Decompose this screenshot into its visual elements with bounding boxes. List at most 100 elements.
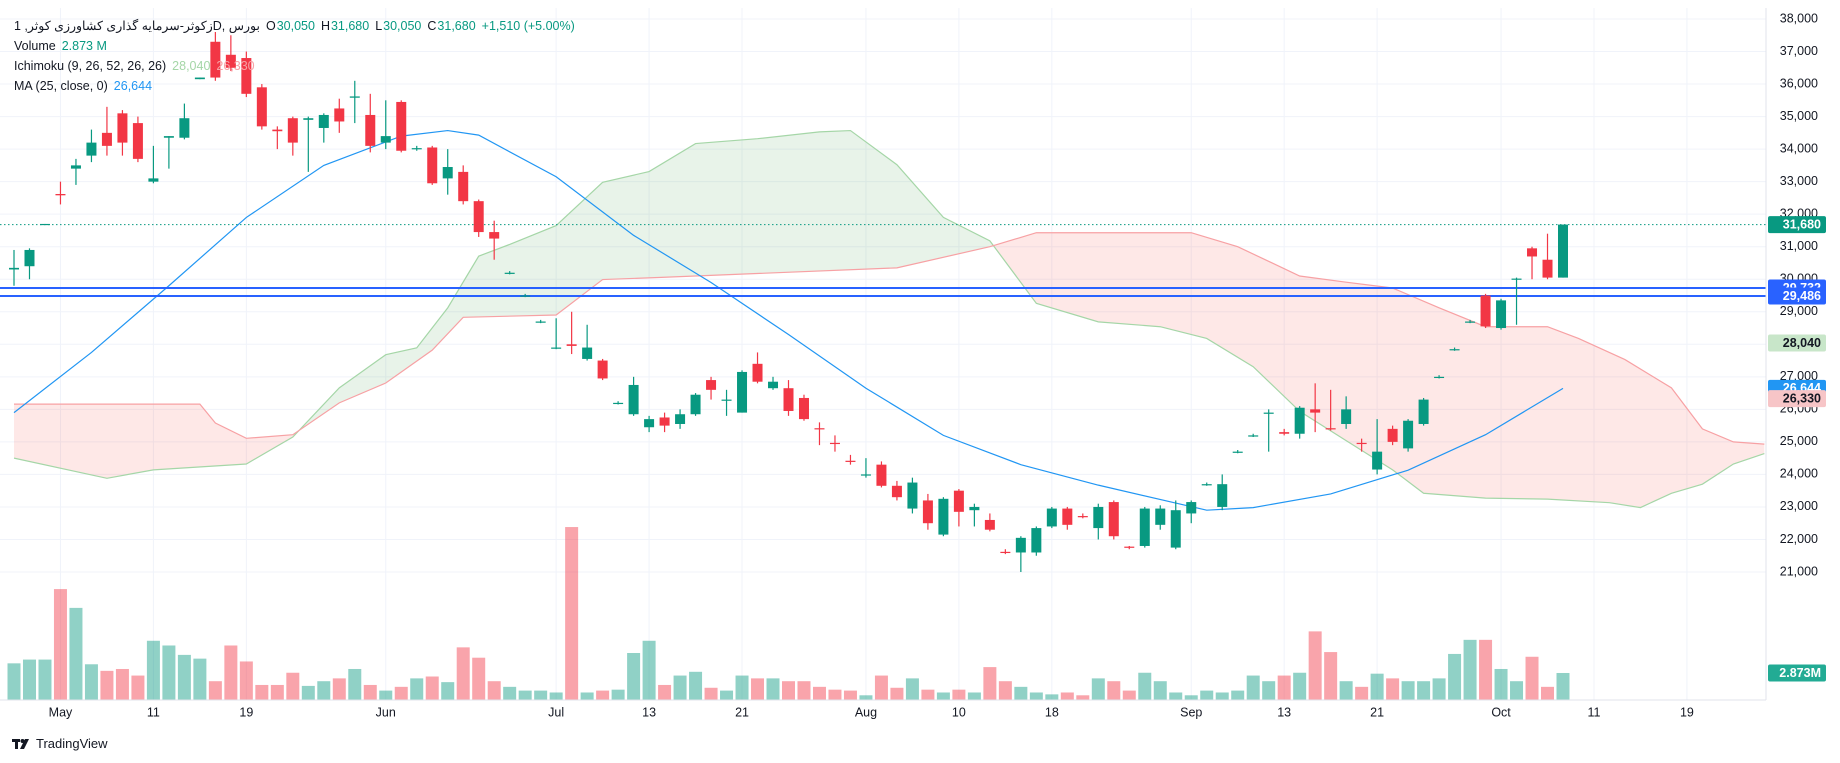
volume-bar (1541, 686, 1555, 700)
volume-bar (642, 640, 656, 700)
plot-area (0, 32, 1766, 700)
candle-body (489, 232, 500, 239)
volume-bar (549, 692, 563, 700)
candle-body (1294, 407, 1305, 434)
volume-bar (874, 675, 888, 700)
legend-row: زکوثر-سرمایه گذاری کشاورزی کوثر, 1D, بور… (14, 16, 581, 36)
volume-bar (1463, 639, 1477, 700)
moving-average (13, 129, 1564, 511)
candle-body (783, 388, 794, 411)
x-tick-label: 21 (735, 705, 749, 719)
volume-bar (782, 681, 795, 700)
candle-body (628, 384, 639, 415)
volume-bar (1556, 672, 1570, 700)
candle-body (1279, 432, 1290, 434)
ohlc-value: 31,680 (330, 19, 370, 33)
candle-body (690, 394, 701, 415)
candle-body (504, 272, 515, 274)
volume-bar (84, 664, 98, 700)
volume-bar (627, 653, 641, 700)
indicator-name: Ichimoku (9, 26, 52, 26, 26) (14, 59, 167, 73)
candle-body (349, 96, 360, 98)
candle-body (55, 194, 66, 196)
volume-bar (441, 682, 455, 700)
candle-body (845, 460, 856, 462)
candle-body (272, 129, 283, 132)
ohlc-value: 30,050 (383, 19, 422, 33)
volume-bar (580, 692, 594, 700)
price-badge-label: 29,486 (1783, 289, 1821, 303)
candle-body (86, 142, 97, 156)
volume-bar (1153, 681, 1167, 700)
candle-body (210, 41, 221, 78)
volume-bar (379, 690, 393, 700)
candle-body (1511, 278, 1522, 280)
senkou-span-b (14, 232, 1765, 445)
volume-bar (1401, 681, 1415, 700)
price-badge-label: 31,680 (1783, 217, 1821, 231)
legend-row: Volume 2.873 M (14, 36, 581, 56)
candle-body (1449, 349, 1460, 351)
candle-body (1155, 508, 1166, 525)
candle-body (613, 402, 624, 405)
candle-body (891, 485, 902, 498)
candle-body (380, 136, 391, 143)
volume-bar (425, 676, 439, 700)
volume-bar (286, 672, 300, 700)
indicator-value: 26,330 (216, 59, 255, 73)
indicator-value: 2.873 M (61, 39, 107, 53)
candle-body (566, 344, 577, 346)
y-tick-label: 29,000 (1780, 304, 1818, 318)
candle-body (1248, 435, 1259, 437)
legend: زکوثر-سرمایه گذاری کشاورزی کوثر, 1D, بور… (14, 16, 581, 96)
price-badge (1768, 664, 1826, 682)
x-tick-label: Oct (1491, 705, 1511, 719)
candle-body (984, 519, 995, 530)
candle-body (39, 223, 50, 226)
volume-bar (270, 684, 284, 700)
candle-body (1372, 451, 1383, 470)
price-badge-label: 2.873M (1779, 666, 1821, 680)
candle-body (179, 118, 190, 138)
volume-bar (1122, 690, 1136, 700)
candle-body (814, 428, 825, 430)
candle-body (969, 506, 980, 511)
y-tick-label: 21,000 (1780, 564, 1818, 578)
volume-bar (658, 684, 672, 700)
volume-bar (1262, 681, 1276, 700)
brand: TradingView (12, 736, 108, 751)
candle-body (1108, 502, 1119, 537)
candle-body (1093, 506, 1104, 529)
candle-body (1496, 300, 1507, 329)
volume-bar (239, 661, 253, 700)
volume-bar (1045, 694, 1059, 700)
candle-body (396, 101, 407, 151)
volume-bar (1293, 672, 1307, 700)
candle-body (597, 360, 608, 379)
candle-body (256, 87, 267, 127)
volume-bar (363, 684, 377, 700)
candle-body (1542, 259, 1553, 278)
volume-bar (1060, 692, 1074, 700)
volume-bar (193, 658, 207, 700)
candle-body (1558, 224, 1568, 278)
x-tick-label: 11 (147, 705, 160, 719)
brand-logo (12, 738, 29, 749)
volume-bar (1277, 675, 1291, 700)
x-tick-label: Sep (1180, 705, 1202, 719)
candle-body (458, 171, 469, 202)
cloud-bullish (14, 130, 1765, 445)
candle-body (117, 113, 128, 143)
candle-body (829, 442, 840, 445)
candle-body (241, 58, 252, 94)
volume-bar (1525, 656, 1539, 700)
volume-bar (1339, 681, 1353, 700)
volume-bar (952, 689, 966, 700)
volume-bar (766, 678, 780, 700)
candle-body (938, 498, 949, 535)
candle-body (1387, 428, 1398, 442)
volume-bar (998, 681, 1012, 700)
candle-body (411, 148, 422, 150)
volume-bar (38, 659, 52, 700)
candle-body (535, 321, 546, 323)
